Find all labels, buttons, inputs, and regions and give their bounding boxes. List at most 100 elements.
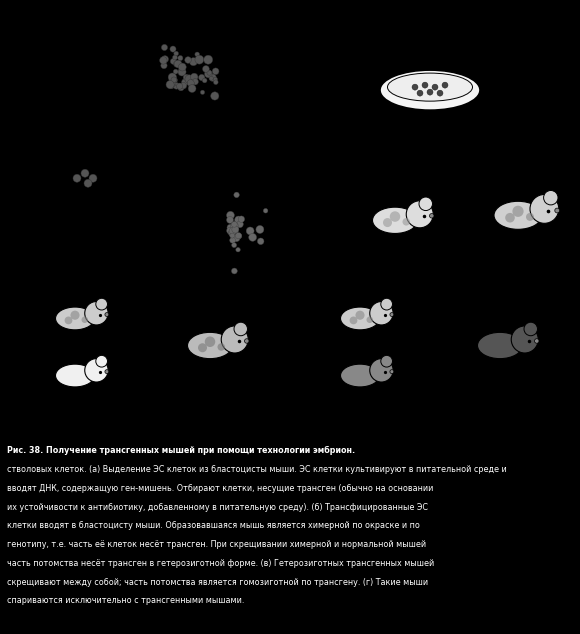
Circle shape	[177, 56, 183, 61]
Circle shape	[234, 229, 238, 233]
Circle shape	[166, 81, 174, 89]
Circle shape	[180, 82, 187, 89]
Circle shape	[406, 201, 433, 228]
Circle shape	[174, 60, 182, 68]
Ellipse shape	[387, 73, 473, 101]
Circle shape	[227, 217, 233, 223]
Circle shape	[227, 224, 234, 231]
Circle shape	[171, 58, 176, 64]
Ellipse shape	[187, 332, 233, 359]
Circle shape	[530, 195, 559, 223]
Circle shape	[168, 73, 176, 81]
Circle shape	[256, 226, 264, 233]
Circle shape	[229, 229, 234, 234]
Ellipse shape	[56, 364, 95, 387]
Circle shape	[209, 74, 216, 81]
Circle shape	[211, 92, 219, 100]
Circle shape	[422, 82, 428, 88]
Circle shape	[221, 326, 248, 353]
Circle shape	[233, 226, 238, 231]
Circle shape	[185, 56, 191, 63]
Circle shape	[230, 237, 235, 243]
Circle shape	[229, 230, 235, 236]
Text: Гомозиготная
трансгенная мышь: Гомозиготная трансгенная мышь	[447, 392, 553, 414]
Text: вводят ДНК, содержащую ген-мишень. Отбирают клетки, несущие трансген (обычно на : вводят ДНК, содержащую ген-мишень. Отбир…	[7, 484, 433, 493]
Circle shape	[231, 268, 237, 274]
Circle shape	[190, 58, 197, 66]
Text: стволовых клеток. (а) Выделение ЭС клеток из бластоцисты мыши. ЭС клетки культив: стволовых клеток. (а) Выделение ЭС клето…	[7, 465, 507, 474]
Circle shape	[105, 370, 109, 373]
Circle shape	[209, 76, 213, 81]
Circle shape	[168, 81, 173, 86]
Circle shape	[169, 80, 175, 85]
Circle shape	[356, 311, 365, 320]
Circle shape	[160, 56, 167, 64]
Circle shape	[370, 359, 393, 382]
Circle shape	[161, 62, 167, 68]
Circle shape	[229, 229, 235, 236]
Circle shape	[430, 214, 434, 218]
Circle shape	[432, 84, 438, 90]
Circle shape	[73, 174, 81, 182]
Text: генотипу, т.е. часть её клеток несёт трансген. При скрещивании химерной и нормал: генотипу, т.е. часть её клеток несёт тра…	[7, 540, 426, 549]
Circle shape	[161, 56, 168, 63]
Circle shape	[543, 190, 558, 205]
Circle shape	[171, 77, 177, 82]
Circle shape	[231, 222, 238, 230]
Circle shape	[249, 233, 256, 242]
Circle shape	[173, 55, 177, 60]
Circle shape	[246, 227, 254, 235]
Circle shape	[237, 221, 243, 228]
Circle shape	[390, 313, 394, 316]
Circle shape	[505, 213, 515, 223]
Circle shape	[232, 226, 239, 233]
Circle shape	[204, 55, 213, 64]
Text: (в): (в)	[12, 301, 29, 313]
Circle shape	[227, 227, 234, 234]
Text: Выделение эмбриональных
стволовых (ES) клеток: Выделение эмбриональных стволовых (ES) к…	[79, 8, 231, 30]
Text: (а): (а)	[12, 62, 30, 75]
Circle shape	[169, 80, 174, 85]
Ellipse shape	[372, 207, 418, 233]
Circle shape	[511, 326, 538, 353]
Circle shape	[230, 233, 235, 238]
Circle shape	[227, 211, 234, 219]
Circle shape	[370, 302, 393, 325]
Circle shape	[170, 46, 176, 52]
Circle shape	[235, 233, 241, 239]
Text: ES клетки: ES клетки	[194, 50, 325, 71]
Circle shape	[258, 238, 264, 245]
Text: часть потомства несёт трансген в гетерозиготной форме. (в) Гетерозиготных трансг: часть потомства несёт трансген в гетероз…	[7, 559, 434, 568]
Circle shape	[179, 63, 186, 71]
Text: ×: ×	[68, 344, 82, 361]
Circle shape	[64, 316, 72, 325]
Circle shape	[512, 205, 524, 217]
Circle shape	[172, 77, 177, 83]
Circle shape	[198, 74, 205, 81]
Circle shape	[231, 221, 237, 227]
Circle shape	[236, 247, 240, 252]
Circle shape	[176, 83, 183, 89]
Circle shape	[170, 80, 175, 86]
Ellipse shape	[477, 332, 523, 359]
Circle shape	[96, 356, 107, 367]
Circle shape	[212, 68, 219, 75]
Circle shape	[383, 218, 392, 227]
Circle shape	[437, 90, 443, 96]
Circle shape	[205, 70, 212, 78]
Circle shape	[202, 78, 207, 83]
Text: клетки вводят в бластоцисту мыши. Образовавшаяся мышь является химерной по окрас: клетки вводят в бластоцисту мыши. Образо…	[7, 521, 420, 531]
Circle shape	[390, 370, 394, 373]
Circle shape	[178, 68, 186, 76]
Circle shape	[173, 69, 178, 74]
Circle shape	[168, 82, 175, 89]
Circle shape	[381, 356, 393, 367]
Circle shape	[427, 89, 433, 95]
Circle shape	[84, 179, 92, 187]
Circle shape	[350, 316, 357, 325]
Text: Рис. 38. Получение трансгенных мышей при помощи технологии эмбрион.: Рис. 38. Получение трансгенных мышей при…	[7, 446, 355, 455]
Circle shape	[185, 75, 194, 84]
Text: Полученная
химерная мышь: Полученная химерная мышь	[474, 259, 563, 280]
Circle shape	[177, 83, 183, 89]
Circle shape	[381, 298, 393, 310]
